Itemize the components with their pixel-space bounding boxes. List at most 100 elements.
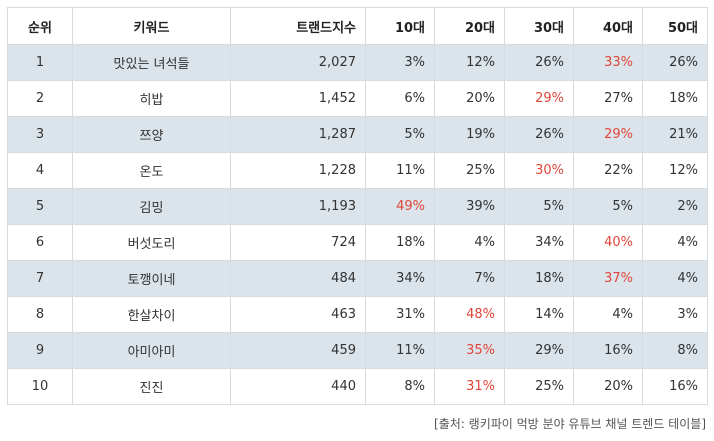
cell-age-50: 2% [642,188,708,225]
cell-age-50: 4% [642,224,708,261]
cell-keyword: 김밍 [72,188,231,225]
cell-age-30: 18% [504,260,574,297]
header-age-20: 20대 [434,7,505,45]
cell-keyword: 쯔양 [72,116,231,153]
cell-rank: 9 [7,332,73,369]
cell-rank: 2 [7,80,73,117]
cell-age-40: 22% [573,152,643,189]
cell-age-40: 33% [573,44,643,81]
cell-age-20: 7% [434,260,505,297]
header-age-40: 40대 [573,7,643,45]
cell-age-30: 29% [504,80,574,117]
cell-age-10: 11% [365,332,435,369]
cell-age-30: 5% [504,188,574,225]
cell-rank: 4 [7,152,73,189]
header-age-10: 10대 [365,7,435,45]
cell-trend-index: 724 [230,224,366,261]
cell-age-30: 26% [504,116,574,153]
cell-keyword: 토깽이네 [72,260,231,297]
table-row: 1 맛있는 녀석들 2,027 3% 12% 26% 33% 26% [7,44,708,81]
table-row: 6 버섯도리 724 18% 4% 34% 40% 4% [7,224,708,261]
cell-trend-index: 484 [230,260,366,297]
cell-age-20: 48% [434,296,505,333]
cell-age-50: 18% [642,80,708,117]
cell-age-10: 18% [365,224,435,261]
table-row: 10 진진 440 8% 31% 25% 20% 16% [7,368,708,405]
cell-keyword: 버섯도리 [72,224,231,261]
cell-age-20: 20% [434,80,505,117]
table-row: 9 아미아미 459 11% 35% 29% 16% 8% [7,332,708,369]
cell-age-50: 12% [642,152,708,189]
cell-keyword: 진진 [72,368,231,405]
cell-keyword: 온도 [72,152,231,189]
cell-age-10: 3% [365,44,435,81]
table-row: 5 김밍 1,193 49% 39% 5% 5% 2% [7,188,708,225]
cell-age-30: 25% [504,368,574,405]
cell-age-10: 34% [365,260,435,297]
cell-age-10: 8% [365,368,435,405]
header-age-50: 50대 [642,7,708,45]
cell-age-10: 49% [365,188,435,225]
cell-rank: 6 [7,224,73,261]
cell-age-10: 5% [365,116,435,153]
cell-rank: 10 [7,368,73,405]
table-body: 1 맛있는 녀석들 2,027 3% 12% 26% 33% 26% 2 히밥 1,452 6% 20%… [7,44,708,405]
header-rank: 순위 [7,7,73,45]
trend-table: 순위 키워드 트랜드지수 10대 20대 30대 40대 50대 1 맛있는 녀석… [7,7,708,405]
table-row: 8 한살차이 463 31% 48% 14% 4% 3% [7,296,708,333]
cell-age-40: 4% [573,296,643,333]
cell-age-50: 21% [642,116,708,153]
cell-keyword: 아미아미 [72,332,231,369]
cell-keyword: 히밥 [72,80,231,117]
cell-age-20: 4% [434,224,505,261]
cell-age-10: 11% [365,152,435,189]
table-row: 3 쯔양 1,287 5% 19% 26% 29% 21% [7,116,708,153]
header-age-30: 30대 [504,7,574,45]
cell-age-20: 25% [434,152,505,189]
header-keyword: 키워드 [72,7,231,45]
cell-age-20: 39% [434,188,505,225]
table-row: 2 히밥 1,452 6% 20% 29% 27% 18% [7,80,708,117]
cell-trend-index: 1,193 [230,188,366,225]
cell-age-40: 40% [573,224,643,261]
cell-keyword: 맛있는 녀석들 [72,44,231,81]
cell-age-20: 19% [434,116,505,153]
cell-trend-index: 1,287 [230,116,366,153]
cell-keyword: 한살차이 [72,296,231,333]
cell-rank: 5 [7,188,73,225]
cell-age-30: 30% [504,152,574,189]
cell-age-20: 35% [434,332,505,369]
table-row: 4 온도 1,228 11% 25% 30% 22% 12% [7,152,708,189]
cell-age-40: 5% [573,188,643,225]
table-row: 7 토깽이네 484 34% 7% 18% 37% 4% [7,260,708,297]
cell-trend-index: 1,228 [230,152,366,189]
cell-trend-index: 2,027 [230,44,366,81]
cell-age-20: 31% [434,368,505,405]
cell-trend-index: 1,452 [230,80,366,117]
cell-age-40: 16% [573,332,643,369]
cell-age-50: 3% [642,296,708,333]
source-caption: [출처: 랭키파이 먹방 분야 유튜브 채널 트렌드 테이블] [434,417,706,431]
trend-table-container: 순위 키워드 트랜드지수 10대 20대 30대 40대 50대 1 맛있는 녀석… [7,7,708,405]
cell-rank: 8 [7,296,73,333]
cell-rank: 7 [7,260,73,297]
cell-age-50: 8% [642,332,708,369]
cell-age-50: 26% [642,44,708,81]
cell-age-40: 29% [573,116,643,153]
cell-age-20: 12% [434,44,505,81]
cell-age-40: 37% [573,260,643,297]
cell-rank: 1 [7,44,73,81]
cell-age-40: 20% [573,368,643,405]
cell-trend-index: 463 [230,296,366,333]
header-trend-index: 트랜드지수 [230,7,366,45]
cell-age-10: 31% [365,296,435,333]
cell-age-10: 6% [365,80,435,117]
cell-age-30: 29% [504,332,574,369]
cell-age-50: 4% [642,260,708,297]
cell-age-50: 16% [642,368,708,405]
cell-trend-index: 459 [230,332,366,369]
cell-age-30: 34% [504,224,574,261]
cell-age-30: 26% [504,44,574,81]
cell-rank: 3 [7,116,73,153]
cell-age-30: 14% [504,296,574,333]
